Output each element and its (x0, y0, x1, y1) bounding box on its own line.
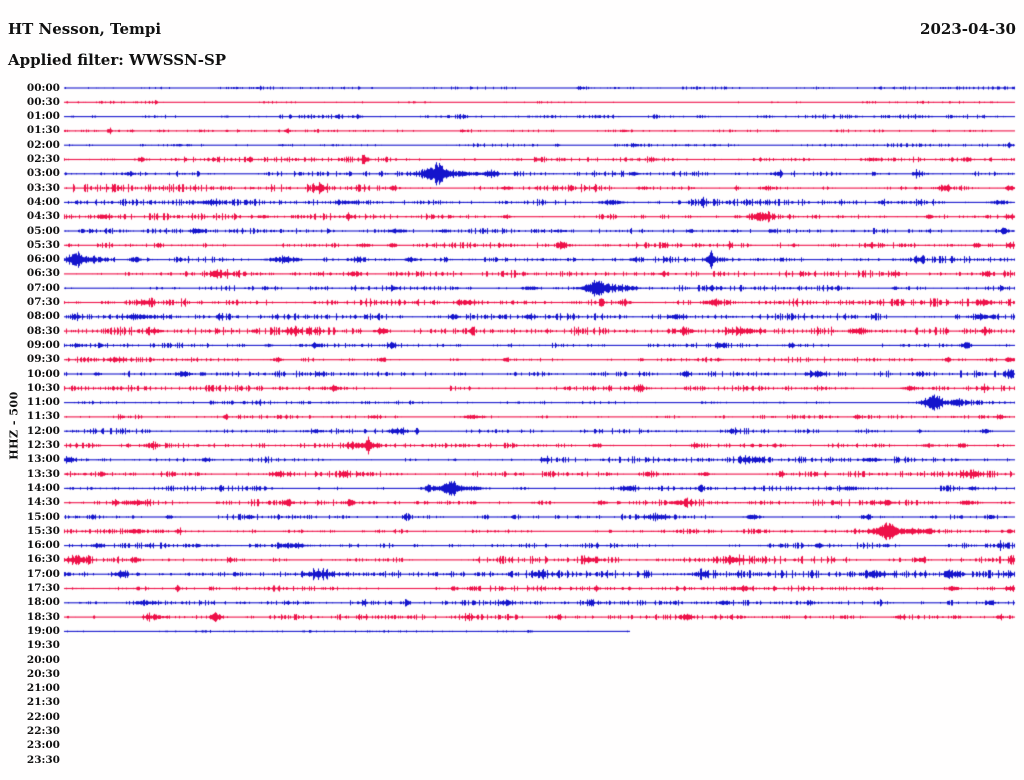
helicorder-traces-canvas (0, 0, 1024, 780)
helicorder-page: HT Nesson, Tempi 2023-04-30 Applied filt… (0, 0, 1024, 780)
